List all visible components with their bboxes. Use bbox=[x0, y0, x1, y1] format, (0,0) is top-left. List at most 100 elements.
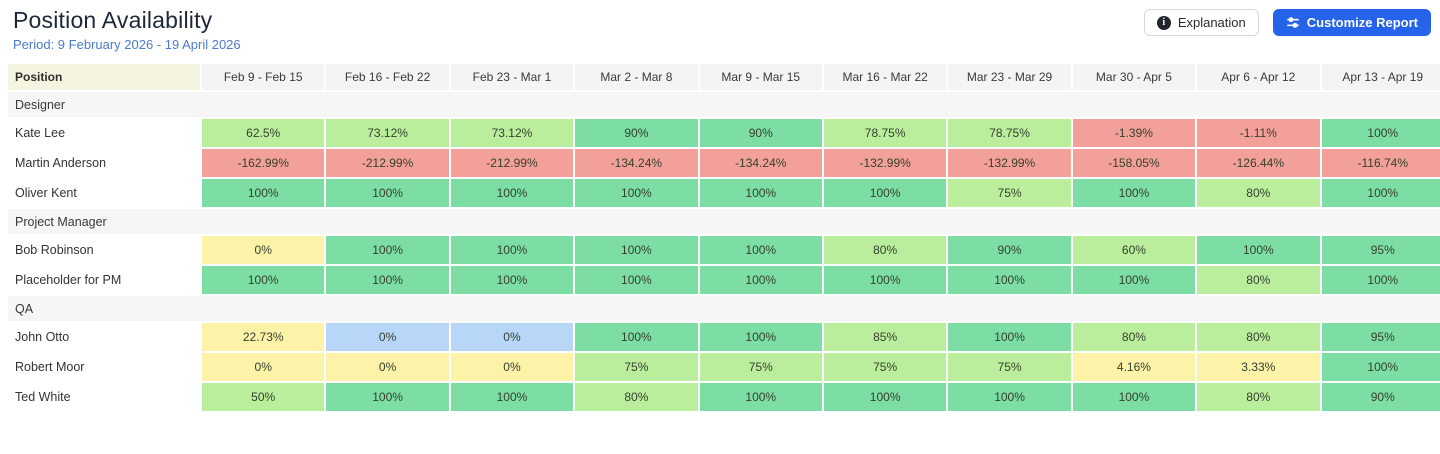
availability-cell: 80% bbox=[1197, 383, 1320, 411]
availability-cell: 100% bbox=[948, 323, 1071, 351]
person-row: Ted White 50% 100% 100% 80% 100% 100% 100% 100% 8… bbox=[8, 383, 1440, 411]
position-group-label: Designer bbox=[8, 92, 1440, 117]
availability-cell: 3.33% bbox=[1197, 353, 1320, 381]
week-column-header: Apr 13 - Apr 19 bbox=[1321, 64, 1440, 90]
week-column-header: Mar 23 - Mar 29 bbox=[948, 64, 1071, 90]
person-row: Robert Moor 0% 0% 0% 75% 75% 75% 75% 4.16% 3.33% 1… bbox=[8, 353, 1440, 381]
availability-cell: 75% bbox=[575, 353, 698, 381]
availability-cell: 0% bbox=[326, 353, 449, 381]
availability-cell: 100% bbox=[1197, 236, 1320, 264]
availability-cell: 95% bbox=[1321, 236, 1440, 264]
week-column-header: Mar 2 - Mar 8 bbox=[575, 64, 698, 90]
sliders-icon bbox=[1286, 16, 1300, 29]
availability-cell: -132.99% bbox=[823, 149, 947, 177]
availability-cell: 100% bbox=[1072, 266, 1196, 294]
week-column-header: Feb 16 - Feb 22 bbox=[326, 64, 449, 90]
week-column-header: Mar 16 - Mar 22 bbox=[823, 64, 947, 90]
explanation-button[interactable]: i Explanation bbox=[1143, 9, 1259, 36]
availability-cell: 100% bbox=[1321, 266, 1440, 294]
availability-cell: 100% bbox=[326, 179, 449, 207]
availability-cell: 4.16% bbox=[1072, 353, 1196, 381]
availability-cell: -162.99% bbox=[202, 149, 325, 177]
availability-cell: 73.12% bbox=[326, 119, 449, 147]
availability-cell: 100% bbox=[450, 179, 574, 207]
availability-cell: 0% bbox=[450, 353, 574, 381]
position-group-row: Designer bbox=[8, 92, 1440, 117]
person-name: Robert Moor bbox=[8, 353, 200, 381]
availability-report: Position Feb 9 - Feb 15 Feb 16 - Feb 22 Feb… bbox=[0, 62, 1440, 413]
customize-report-button[interactable]: Customize Report bbox=[1272, 9, 1431, 36]
availability-cell: -134.24% bbox=[575, 149, 698, 177]
explanation-button-label: Explanation bbox=[1177, 15, 1246, 30]
position-group-row: QA bbox=[8, 296, 1440, 321]
page-header: Position Availability Period: 9 February… bbox=[0, 0, 1440, 62]
availability-cell: 0% bbox=[326, 323, 449, 351]
availability-cell: -1.39% bbox=[1072, 119, 1196, 147]
availability-cell: 100% bbox=[1321, 353, 1440, 381]
position-column-header: Position bbox=[8, 64, 200, 90]
availability-cell: 22.73% bbox=[202, 323, 325, 351]
info-icon: i bbox=[1156, 15, 1171, 30]
availability-cell: 60% bbox=[1072, 236, 1196, 264]
availability-cell: 100% bbox=[699, 179, 822, 207]
week-column-header: Mar 30 - Apr 5 bbox=[1072, 64, 1196, 90]
availability-cell: 80% bbox=[823, 236, 947, 264]
person-name: Ted White bbox=[8, 383, 200, 411]
availability-cell: 100% bbox=[450, 236, 574, 264]
availability-cell: 100% bbox=[823, 266, 947, 294]
availability-cell: 78.75% bbox=[948, 119, 1071, 147]
availability-cell: 0% bbox=[202, 236, 325, 264]
person-row: John Otto 22.73% 0% 0% 100% 100% 85% 100% 80% 80%… bbox=[8, 323, 1440, 351]
page-title: Position Availability bbox=[13, 7, 213, 33]
availability-cell: 75% bbox=[823, 353, 947, 381]
availability-cell: -132.99% bbox=[948, 149, 1071, 177]
availability-cell: 50% bbox=[202, 383, 325, 411]
week-column-header: Feb 23 - Mar 1 bbox=[450, 64, 574, 90]
position-group-label: Project Manager bbox=[8, 209, 1440, 234]
availability-cell: 100% bbox=[823, 383, 947, 411]
availability-cell: 73.12% bbox=[450, 119, 574, 147]
availability-cell: 90% bbox=[699, 119, 822, 147]
availability-cell: 100% bbox=[575, 323, 698, 351]
availability-cell: 0% bbox=[450, 323, 574, 351]
availability-cell: 0% bbox=[202, 353, 325, 381]
availability-cell: 100% bbox=[1072, 179, 1196, 207]
availability-cell: 100% bbox=[948, 383, 1071, 411]
availability-cell: 95% bbox=[1321, 323, 1440, 351]
availability-cell: -212.99% bbox=[450, 149, 574, 177]
person-row: Oliver Kent 100% 100% 100% 100% 100% 100% 75% 10… bbox=[8, 179, 1440, 207]
availability-cell: -134.24% bbox=[699, 149, 822, 177]
availability-cell: 80% bbox=[575, 383, 698, 411]
person-name: Martin Anderson bbox=[8, 149, 200, 177]
availability-cell: 100% bbox=[326, 383, 449, 411]
availability-cell: 100% bbox=[326, 266, 449, 294]
availability-cell: 80% bbox=[1072, 323, 1196, 351]
availability-cell: 75% bbox=[699, 353, 822, 381]
availability-cell: 100% bbox=[699, 323, 822, 351]
person-row: Bob Robinson 0% 100% 100% 100% 100% 80% 90% 60% 1… bbox=[8, 236, 1440, 264]
availability-cell: -158.05% bbox=[1072, 149, 1196, 177]
person-name: Placeholder for PM bbox=[8, 266, 200, 294]
availability-cell: 100% bbox=[326, 236, 449, 264]
availability-cell: 100% bbox=[699, 383, 822, 411]
availability-cell: 100% bbox=[1321, 119, 1440, 147]
availability-cell: 100% bbox=[948, 266, 1071, 294]
report-period: Period: 9 February 2026 - 19 April 2026 bbox=[13, 37, 241, 52]
availability-cell: 100% bbox=[575, 266, 698, 294]
person-name: John Otto bbox=[8, 323, 200, 351]
week-column-header: Feb 9 - Feb 15 bbox=[202, 64, 325, 90]
person-name: Bob Robinson bbox=[8, 236, 200, 264]
availability-cell: -212.99% bbox=[326, 149, 449, 177]
position-group-row: Project Manager bbox=[8, 209, 1440, 234]
availability-cell: 100% bbox=[575, 179, 698, 207]
availability-cell: 100% bbox=[575, 236, 698, 264]
week-column-header: Apr 6 - Apr 12 bbox=[1197, 64, 1320, 90]
availability-cell: 80% bbox=[1197, 179, 1320, 207]
availability-cell: 75% bbox=[948, 179, 1071, 207]
person-name: Oliver Kent bbox=[8, 179, 200, 207]
person-row: Martin Anderson -162.99% -212.99% -212.99% -… bbox=[8, 149, 1440, 177]
availability-cell: 100% bbox=[450, 266, 574, 294]
week-column-header: Mar 9 - Mar 15 bbox=[699, 64, 822, 90]
availability-cell: 100% bbox=[1072, 383, 1196, 411]
availability-cell: 75% bbox=[948, 353, 1071, 381]
